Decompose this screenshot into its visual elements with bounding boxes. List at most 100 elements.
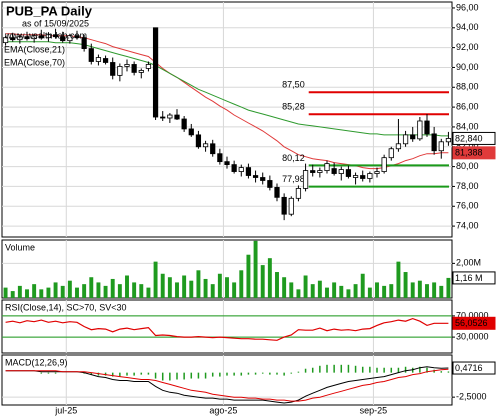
volume-bar	[375, 282, 379, 298]
volume-bar	[225, 277, 229, 298]
volume-bar	[160, 273, 165, 298]
volume-bar	[232, 282, 237, 298]
last-value-box	[452, 271, 496, 285]
volume-bar	[317, 280, 322, 298]
candle-body	[74, 35, 80, 39]
candle-body	[224, 161, 230, 166]
candle-body	[281, 196, 287, 215]
volume-bar	[396, 261, 401, 298]
candle-body	[31, 35, 37, 40]
legend-entry: EMA(Close,70)	[4, 57, 65, 67]
candle-body	[374, 171, 380, 174]
candle-body	[367, 173, 373, 179]
candle-body	[160, 116, 166, 119]
chart-title: PUB_PA Daily	[6, 3, 93, 18]
volume-bar	[332, 282, 337, 298]
candle-body	[52, 34, 59, 38]
candle-body	[445, 138, 452, 143]
y-tick-label: 74,00	[456, 220, 479, 230]
volume-bar	[360, 273, 365, 298]
level-label: 80,12	[282, 153, 305, 163]
candle-body	[67, 35, 73, 42]
candle-body	[181, 118, 187, 130]
volume-bar	[10, 291, 15, 298]
volume-bar	[146, 287, 151, 298]
volume-bar	[117, 284, 122, 298]
volume-bar	[125, 275, 129, 298]
volume-bar	[282, 277, 287, 298]
volume-bar	[275, 272, 279, 298]
y-tick-label: 84,00	[456, 121, 479, 131]
volume-bar	[75, 287, 79, 298]
last-value-box	[452, 316, 496, 330]
candle-body	[188, 128, 194, 136]
candle-body	[417, 120, 423, 140]
y-tick-label: 2,00M	[456, 258, 481, 268]
candle-body	[395, 143, 402, 150]
indicator-line	[5, 317, 449, 341]
candle-body	[274, 187, 280, 198]
volume-bar	[89, 277, 94, 298]
volume-bar	[139, 284, 144, 298]
volume-bar	[303, 275, 308, 298]
last-value-box	[452, 361, 496, 375]
volume-bar	[3, 287, 8, 298]
candle-body	[167, 114, 173, 119]
x-tick-label: jul-25	[54, 405, 77, 415]
candle-body	[95, 57, 102, 62]
volume-bar	[417, 280, 422, 298]
candle-body	[331, 168, 337, 174]
candle-body	[252, 175, 259, 178]
candle-body	[110, 62, 116, 76]
volume-bar	[82, 284, 87, 298]
y-tick-label: 86,00	[456, 101, 479, 111]
candle-body	[310, 170, 316, 173]
level-label: 77,98	[282, 174, 305, 184]
last-value-box	[452, 146, 496, 160]
candle-body	[202, 143, 209, 148]
y-tick-label: 96,00	[456, 2, 479, 12]
legend-entry: EMA(Close,21)	[4, 44, 65, 54]
volume-bar	[439, 285, 444, 298]
candle-body	[231, 164, 237, 172]
candle-body	[402, 134, 409, 145]
y-tick-label: 80,00	[456, 161, 479, 171]
volume-bar	[253, 240, 258, 298]
candle-body	[352, 175, 359, 178]
volume-bar	[389, 284, 394, 298]
candle-body	[388, 148, 394, 159]
candle-body	[210, 143, 216, 155]
candle-body	[317, 170, 323, 173]
candle-body	[338, 169, 344, 174]
y-tick-label: 70,0000	[456, 310, 489, 320]
volume-bar	[210, 284, 215, 298]
candle-body	[24, 36, 30, 40]
volume-bar	[167, 277, 172, 298]
volume-bar	[446, 277, 451, 298]
candle-body	[81, 37, 87, 50]
candle-body	[131, 64, 137, 73]
candle-body	[102, 58, 109, 63]
candle-body	[152, 27, 159, 118]
ema-line	[5, 41, 449, 137]
y-tick-label: -2,5000	[456, 392, 487, 402]
candle-body	[381, 157, 387, 172]
last-value-label: 1,16 M	[455, 273, 483, 283]
volume-bar	[103, 285, 108, 298]
volume-bar	[425, 284, 429, 298]
candle-body	[324, 163, 330, 171]
candle-body	[424, 120, 430, 135]
candle-body	[260, 177, 266, 181]
candle-body	[88, 48, 94, 62]
candle-body	[345, 169, 352, 177]
y-tick-label: 78,00	[456, 181, 479, 191]
candle-body	[217, 153, 223, 163]
volume-bar	[296, 289, 301, 298]
candle-body	[238, 167, 244, 172]
candle-body	[10, 37, 16, 41]
candle-body	[410, 134, 416, 140]
y-tick-label: 90,00	[456, 62, 479, 72]
y-tick-label: 76,00	[456, 201, 479, 211]
volume-bar	[432, 282, 437, 298]
